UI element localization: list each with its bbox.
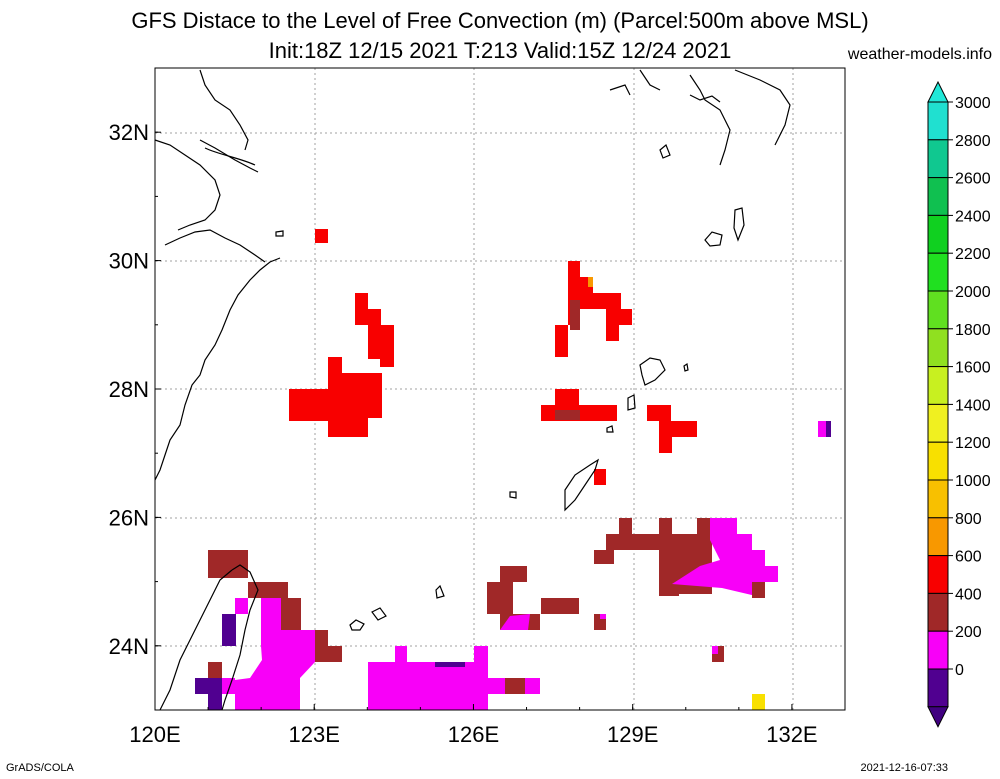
colorbar-swatch <box>927 555 949 594</box>
colorbar-swatch <box>927 252 949 292</box>
lon-label: 123E <box>289 722 340 747</box>
lon-label: 126E <box>448 722 499 747</box>
colorbar-label: 200 <box>955 624 982 641</box>
lat-label: 30N <box>109 249 149 274</box>
colorbar-label: 2800 <box>955 133 991 150</box>
colorbar-label: 1200 <box>955 435 991 452</box>
colorbar-label: 2200 <box>955 246 991 263</box>
colorbar-label: 3000 <box>955 95 991 112</box>
colorbar-swatch <box>927 101 949 141</box>
lon-label: 129E <box>607 722 658 747</box>
lat-label: 24N <box>109 634 149 659</box>
colorbar-swatch <box>927 479 949 519</box>
longitude-labels: 120E 123E 126E 129E 132E <box>129 722 817 747</box>
colorbar-swatch <box>927 177 949 216</box>
footer-timestamp: 2021-12-16-07:33 <box>860 762 948 774</box>
colorbar-swatch <box>927 441 949 481</box>
colorbar-swatch <box>927 592 949 632</box>
colorbar-label: 1800 <box>955 322 991 339</box>
lon-label: 120E <box>129 722 180 747</box>
coastlines <box>154 69 791 711</box>
colorbar-swatch <box>927 517 949 557</box>
lat-label: 28N <box>109 377 149 402</box>
color-legend: 3000280026002400220020001800160014001200… <box>927 80 991 728</box>
colorbar-label: 2600 <box>955 171 991 188</box>
colorbar-swatch <box>927 328 949 368</box>
colorbar-swatch <box>927 290 949 330</box>
colorbar-label: 2400 <box>955 208 991 225</box>
colorbar-swatch <box>927 139 949 179</box>
colorbar-top-arrow <box>927 80 949 103</box>
lat-label: 26N <box>109 505 149 530</box>
convection-shading <box>195 229 831 710</box>
map-title: GFS Distace to the Level of Free Convect… <box>131 8 869 33</box>
footer-credit: GrADS/COLA <box>6 762 74 774</box>
colorbar-label: 1400 <box>955 397 991 414</box>
map-subtitle: Init:18Z 12/15 2021 T:213 Valid:15Z 12/2… <box>268 38 732 63</box>
colorbar-swatch <box>927 668 949 708</box>
lon-label: 132E <box>766 722 817 747</box>
colorbar-label: 0 <box>955 662 964 679</box>
latitude-labels: 32N 30N 28N 26N 24N <box>109 120 149 659</box>
colorbar-label: 400 <box>955 586 982 603</box>
colorbar-label: 600 <box>955 549 982 566</box>
axis-ticks <box>154 67 846 711</box>
colorbar-label: 2000 <box>955 284 991 301</box>
colorbar-swatch <box>927 214 949 254</box>
site-label: weather-models.info <box>847 46 992 63</box>
colorbar-label: 800 <box>955 511 982 528</box>
map-grid <box>155 68 845 710</box>
colorbar-label: 1000 <box>955 473 991 490</box>
colorbar-swatch <box>927 366 949 405</box>
colorbar-label: 1600 <box>955 360 991 377</box>
lat-label: 32N <box>109 120 149 145</box>
colorbar-swatch <box>927 403 949 443</box>
colorbar-swatch <box>927 630 949 670</box>
colorbar-bottom-arrow <box>927 706 949 728</box>
